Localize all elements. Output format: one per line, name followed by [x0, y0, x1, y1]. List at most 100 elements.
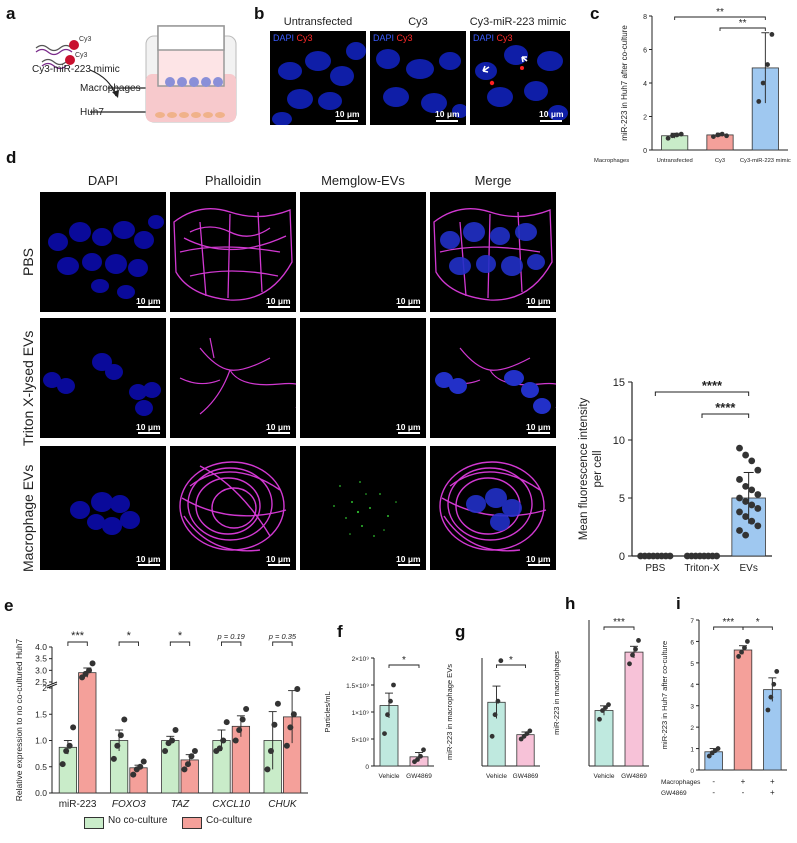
d-col-dapi: DAPI [87, 173, 119, 188]
e-bar [58, 746, 78, 794]
d-point [736, 476, 743, 483]
b-scale-text-1: 10 μm [335, 109, 360, 119]
e-point [216, 745, 223, 752]
e-ytick-label: 1.0 [35, 736, 47, 746]
d-scalebar-12 [528, 564, 550, 566]
e-point [191, 748, 198, 754]
f-point [382, 731, 387, 736]
d-scale-11: 10 μm [396, 554, 421, 564]
c-category-label: Untransfected [657, 158, 693, 164]
e-point [162, 748, 169, 754]
e-point [243, 706, 250, 712]
h-point [600, 708, 605, 713]
cy3-tag-2: Cy3 [75, 52, 88, 59]
d-sig-bracket-1 [654, 391, 750, 396]
d-pbs-dapi [40, 192, 166, 312]
panel-letter-a: a [6, 4, 16, 23]
e-point [267, 748, 274, 754]
g-point [527, 728, 533, 734]
c-point [756, 99, 762, 104]
f-category-label: Vehicle [379, 773, 400, 780]
i-point [745, 639, 750, 644]
e-point [137, 763, 144, 770]
d-scalebar-6 [268, 432, 290, 434]
e-point [121, 716, 128, 723]
e-point [236, 727, 243, 733]
d-sig-label-2: **** [715, 400, 736, 415]
cy3-tag-1: Cy3 [79, 36, 92, 43]
d-point [754, 466, 762, 474]
panel-letter-f: f [337, 622, 343, 641]
d-row-macrophage-evs: Macrophage EVs [20, 464, 36, 572]
d-evs-memglow [300, 446, 426, 570]
h-point [606, 702, 611, 708]
f-category-label: GW4869 [406, 773, 432, 780]
f-sig-label: * [402, 655, 406, 666]
e-point [188, 753, 195, 760]
macrophages-label: Macrophages [80, 83, 141, 94]
d-point [742, 498, 750, 505]
c-ytick-label: 4 [643, 81, 647, 88]
c-bar [706, 134, 734, 151]
h-category-label: GW4869 [621, 773, 647, 780]
i-row-label: Macrophages [661, 779, 701, 786]
d-sig-label-1: **** [702, 378, 723, 393]
d-scalebar-3 [398, 306, 420, 308]
d-scale-2: 10 μm [266, 296, 291, 306]
d-point [742, 531, 750, 539]
f-point [391, 682, 396, 688]
i-bar [733, 649, 753, 771]
e-point [63, 748, 70, 754]
panel-letter-i: i [676, 594, 681, 613]
e-point [89, 660, 96, 667]
e-point [283, 742, 290, 749]
e-point [264, 766, 271, 773]
i-ylabel: miR-223 in Huh7 after co-culture [660, 641, 669, 749]
d-scale-3: 10 μm [396, 296, 421, 306]
e-sig-bracket [67, 641, 88, 646]
c-ytick-label: 0 [643, 148, 647, 155]
b-cy3-label: Cy3 [296, 33, 313, 43]
d-point [742, 513, 750, 520]
d-scalebar-8 [528, 432, 550, 434]
i-row-value: - [742, 788, 745, 797]
chart-i: 0 1 2 3 4 5 6 7 miR-223 in Huh7 after co-culture… [660, 617, 787, 797]
e-point [66, 742, 73, 749]
e-ytick-label: 4.0 [35, 642, 47, 652]
i-point [715, 746, 721, 751]
e-point [239, 716, 246, 723]
i-row-value: + [770, 777, 775, 786]
legend-no-coculture: No co-culture [108, 815, 168, 826]
g-ylabel: miR-223 in macrophage EVs [445, 664, 454, 760]
i-point [774, 669, 780, 674]
b-cy3-label-2: Cy3 [396, 33, 413, 43]
f-point [388, 698, 393, 704]
e-point [169, 737, 176, 744]
c-ylabel: miR-223 in Huh7 after co-culture [620, 25, 629, 141]
e-point [181, 766, 188, 773]
d-point [748, 517, 756, 525]
c-point [670, 133, 675, 139]
i-point [736, 654, 741, 659]
c-point [665, 135, 671, 141]
c-point [724, 133, 729, 139]
d-pbs-phalloidin [170, 192, 296, 312]
c-sig-label-1: ** [716, 7, 724, 18]
d-ytick-label: 5 [619, 493, 625, 505]
c-point [760, 80, 766, 86]
f-ytick-label: 2×10⁹ [352, 656, 370, 663]
d-scale-5: 10 μm [136, 422, 161, 432]
g-sig-label: * [509, 655, 513, 666]
panel-letter-c: c [590, 4, 600, 23]
d-category-label: Triton-X [684, 563, 720, 574]
e-point [220, 737, 227, 744]
c-point [715, 132, 721, 138]
d-scalebar-5 [138, 432, 160, 434]
e-point [172, 727, 179, 733]
legend-swatch-coculture [182, 817, 202, 829]
schematic-transwell [35, 25, 237, 123]
e-sig-label: * [178, 630, 183, 642]
i-ytick-label: 0 [690, 768, 694, 775]
c-ytick-label: 2 [643, 115, 647, 122]
panel-letter-e: e [4, 596, 14, 615]
